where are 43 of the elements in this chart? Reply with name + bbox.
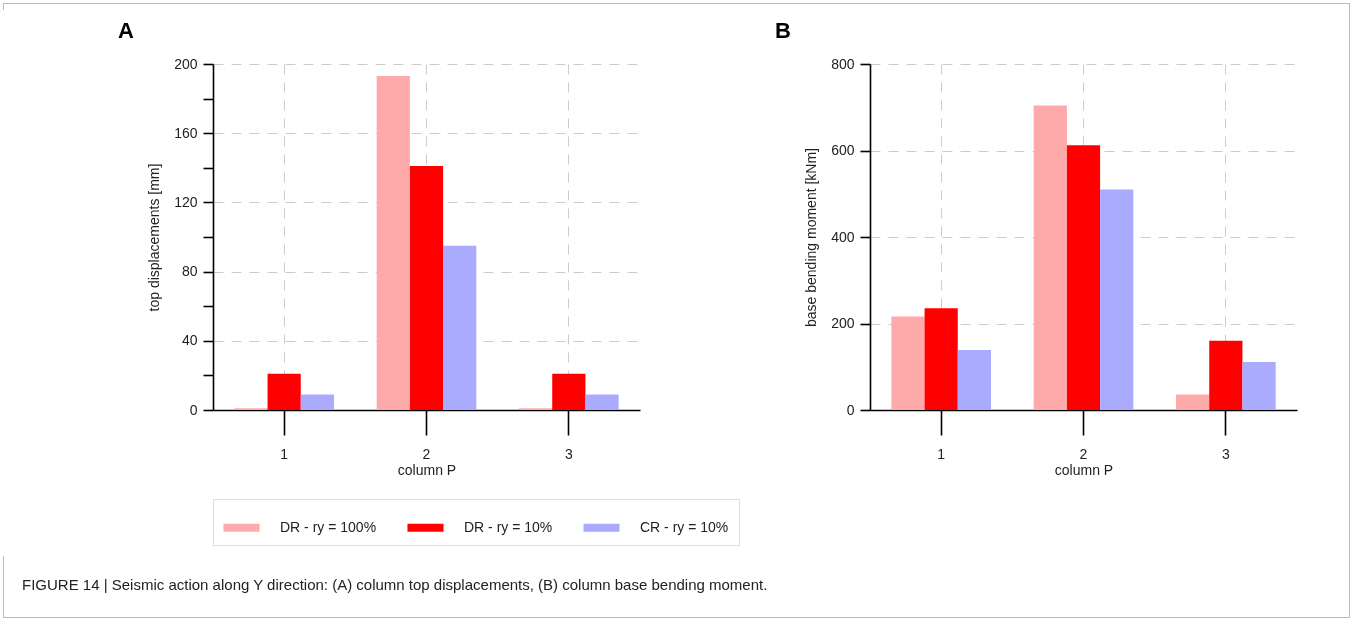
bar	[1033, 105, 1067, 410]
bar	[1242, 361, 1276, 410]
chart-title: B	[775, 18, 791, 43]
y-axis-title: base bending moment [kNm]	[803, 148, 820, 327]
x-tick-label: 2	[422, 445, 431, 462]
x-axis-title: column P	[397, 461, 457, 478]
y-tick-label: 80	[181, 263, 198, 280]
legend-label: CR - ry = 10%	[640, 518, 729, 535]
x-tick-label: 3	[564, 445, 573, 462]
bar	[1100, 189, 1134, 410]
bar	[409, 166, 444, 410]
y-tick-label: 0	[846, 401, 855, 418]
y-tick-label: 40	[181, 332, 198, 349]
bar	[957, 349, 991, 410]
bar	[552, 373, 586, 410]
bar	[443, 245, 477, 410]
y-tick-label: 600	[831, 142, 855, 158]
caption: FIGURE 14 | Seismic action along Y direction: (A) column top displacements, (B) column base bending moment.	[22, 576, 768, 593]
x-tick-label: 3	[1221, 445, 1230, 462]
y-tick-label: 200	[174, 55, 198, 72]
x-axis-title: column P	[1054, 461, 1114, 478]
chart-title: A	[118, 18, 134, 43]
bar	[924, 308, 958, 410]
y-axis-title: top displacements [mm]	[146, 163, 163, 312]
bar	[1066, 145, 1101, 410]
y-tick-label: 160	[174, 124, 198, 141]
bar	[1176, 394, 1210, 410]
y-tick-label: 200	[831, 315, 855, 331]
bar	[376, 76, 410, 410]
x-tick-label: 2	[1079, 445, 1088, 462]
y-tick-label: 800	[831, 55, 855, 72]
bar	[300, 394, 334, 410]
x-tick-label: 1	[937, 445, 946, 462]
legend-label: DR - ry = 10%	[464, 518, 553, 535]
bar	[891, 316, 925, 410]
legend-label: DR - ry = 100%	[280, 518, 377, 535]
bar	[1209, 340, 1243, 410]
bar	[267, 373, 301, 410]
bar	[585, 394, 619, 410]
x-tick-label: 1	[280, 445, 289, 462]
y-tick-label: 120	[174, 193, 198, 210]
y-tick-label: 0	[189, 401, 198, 418]
y-tick-label: 400	[831, 228, 855, 245]
